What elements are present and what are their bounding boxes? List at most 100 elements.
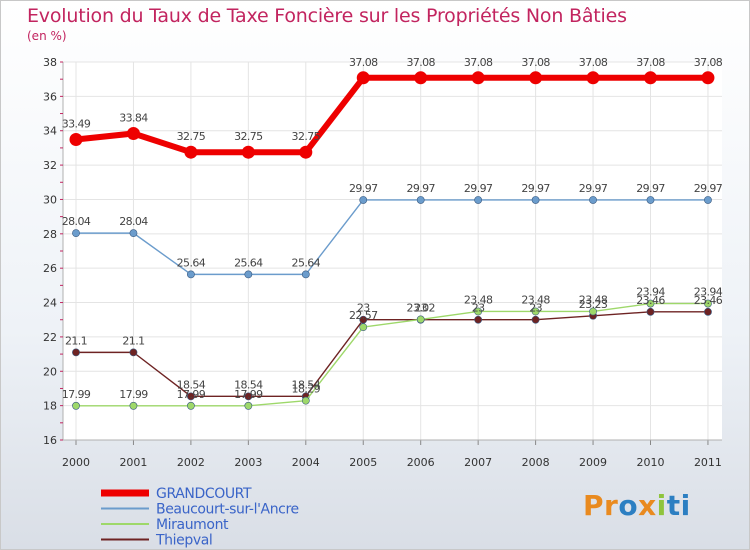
data-point [129,348,138,357]
chart-title: Evolution du Taux de Taxe Foncière sur l… [27,5,627,27]
data-label: 23.23 [579,298,608,311]
data-point [704,196,712,204]
data-label: 29.97 [636,182,665,195]
data-point [184,145,198,159]
x-tick-label: 2008 [522,456,550,469]
data-point [586,71,600,85]
y-tick-label: 28 [43,228,57,241]
data-point [646,196,655,204]
x-tick-label: 2009 [579,456,607,469]
data-label: 37.08 [406,56,435,69]
data-point [129,229,138,238]
data-label: 23 [472,302,485,315]
data-label: 25.64 [234,256,263,269]
data-point [359,196,368,204]
data-point [72,229,80,238]
data-label: 23.46 [694,294,723,307]
data-point [129,401,138,410]
data-point [356,71,370,85]
legend-label: Thiepval [155,533,212,549]
y-tick-label: 24 [43,297,57,310]
y-tick-label: 18 [43,400,57,413]
data-point [301,396,310,405]
x-tick-label: 2006 [407,456,435,469]
data-label: 17.99 [177,388,206,401]
data-label: 29.97 [521,182,550,195]
x-tick-label: 2000 [62,456,90,469]
data-label: 29.97 [406,182,435,195]
data-label: 29.97 [349,182,378,195]
data-label: 17.99 [62,388,91,401]
data-point [299,145,313,159]
data-label: 37.08 [636,56,665,69]
data-label: 17.99 [234,388,263,401]
x-tick-label: 2005 [349,456,377,469]
data-label: 37.08 [579,56,608,69]
data-label: 23.48 [464,293,493,306]
y-tick-label: 22 [43,331,57,344]
series-line-1 [76,199,708,276]
legend-label: Beaucourt-sur-l'Ancre [156,502,299,518]
proxiti-logo: Proxiti [583,489,691,522]
data-point [241,145,255,159]
data-label: 28.04 [119,215,148,228]
data-point [244,401,253,410]
data-point [646,307,655,316]
data-point [701,71,715,85]
data-label: 37.08 [464,56,493,69]
data-point [186,401,195,410]
data-point [301,270,310,279]
x-tick-label: 2003 [234,456,262,469]
data-label: 23.46 [636,294,665,307]
legend-label: Miraumont [156,517,229,533]
data-point [474,307,483,316]
y-tick-label: 38 [43,56,57,69]
data-label: 25.64 [292,256,321,269]
data-point [186,270,195,279]
data-label: 29.97 [694,182,723,195]
data-label: 23.48 [521,293,550,306]
data-label: 29.97 [464,182,493,195]
data-label: 18.54 [292,378,321,391]
x-tick-label: 2004 [292,456,320,469]
data-point [72,348,80,357]
data-point [646,299,655,308]
data-point [531,315,540,324]
x-tick-label: 2002 [177,456,205,469]
data-label: 23.02 [406,301,435,314]
data-label: 33.84 [119,111,148,124]
data-point [474,196,483,204]
data-point [531,307,540,316]
y-tick-label: 34 [43,125,57,138]
y-tick-label: 20 [43,365,57,378]
series-line-2 [76,302,708,407]
data-point [244,392,253,401]
data-label: 23.48 [579,293,608,306]
data-label: 32.75 [234,130,263,143]
x-tick-label: 2010 [637,456,665,469]
data-point [244,270,253,279]
data-point [126,126,140,140]
data-label: 29.97 [579,182,608,195]
data-point [414,71,428,85]
data-label: 37.08 [521,56,550,69]
y-axis-unit: (en %) [27,29,67,43]
data-point [529,71,543,85]
plot-area [63,62,722,440]
data-point [186,392,195,401]
data-label: 23 [357,302,370,315]
series-line-3 [76,311,708,398]
data-point [416,196,425,204]
legend-label: GRANDCOURT [156,486,252,502]
data-point [72,401,80,410]
data-point [704,307,712,316]
data-point [531,196,540,204]
data-label: 18.54 [234,378,263,391]
data-label: 17.99 [119,388,148,401]
data-label: 18.29 [292,383,321,396]
data-point [644,71,657,85]
data-label: 28.04 [62,215,91,228]
data-label: 32.75 [292,130,321,143]
